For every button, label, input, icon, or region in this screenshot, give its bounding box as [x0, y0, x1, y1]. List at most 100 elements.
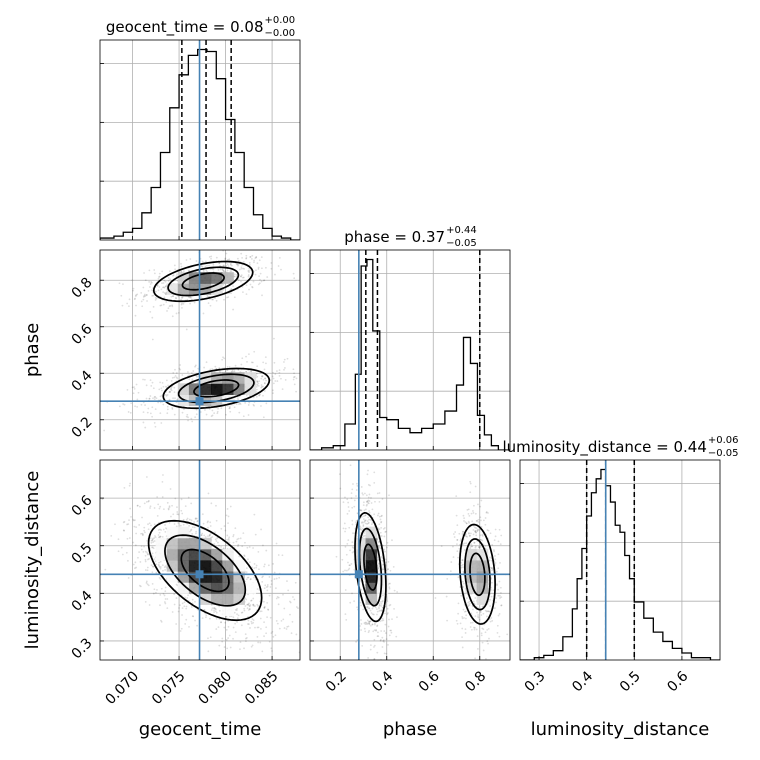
- density-cell: [365, 593, 378, 605]
- sample-point: [269, 616, 272, 619]
- sample-point: [167, 277, 170, 279]
- sample-point: [132, 518, 135, 521]
- sample-point: [164, 569, 167, 571]
- sample-point: [237, 259, 240, 262]
- sample-point: [139, 561, 142, 563]
- density-cell: [200, 548, 212, 561]
- sample-point: [376, 514, 379, 517]
- sample-point: [186, 517, 189, 520]
- sample-point: [226, 538, 228, 541]
- sample-point: [376, 610, 379, 613]
- sample-point: [202, 312, 205, 315]
- sample-point: [165, 293, 167, 296]
- sample-point: [92, 562, 94, 564]
- sample-point: [183, 605, 186, 608]
- sample-point: [259, 663, 261, 665]
- sample-point: [348, 564, 351, 567]
- sample-point: [218, 618, 221, 620]
- contour-level-1: [464, 538, 491, 611]
- sample-point: [364, 621, 367, 624]
- sample-point: [94, 567, 96, 569]
- sample-point: [252, 280, 255, 283]
- sample-point: [497, 567, 500, 570]
- sample-point: [175, 275, 178, 278]
- sample-point: [278, 576, 281, 579]
- sample-point: [470, 628, 473, 631]
- sample-point: [143, 272, 145, 274]
- sample-point: [497, 588, 499, 591]
- sample-point: [253, 567, 256, 569]
- sample-point: [149, 310, 152, 313]
- sample-point: [151, 539, 154, 542]
- sample-point: [375, 608, 378, 611]
- sample-point: [373, 629, 376, 632]
- sample-point: [368, 511, 371, 514]
- sample-point: [292, 378, 295, 381]
- sample-point: [471, 545, 474, 548]
- sample-point: [162, 303, 165, 306]
- sample-point: [273, 337, 275, 340]
- sample-point: [247, 661, 249, 663]
- sample-point: [158, 388, 161, 391]
- sample-point: [151, 294, 154, 297]
- histogram-geocent_time: [100, 40, 300, 240]
- sample-point: [224, 370, 227, 373]
- sample-point: [363, 627, 366, 630]
- sample-point: [249, 255, 252, 258]
- sample-point: [344, 496, 346, 499]
- sample-point: [140, 292, 143, 294]
- sample-point: [277, 596, 280, 599]
- sample-point: [161, 286, 164, 289]
- sample-point: [393, 607, 395, 610]
- sample-point: [482, 628, 485, 631]
- sample-point: [132, 563, 135, 566]
- sample-point: [191, 420, 194, 423]
- sample-point: [462, 531, 464, 533]
- sample-point: [260, 627, 262, 630]
- sample-point: [185, 518, 188, 521]
- sample-point: [379, 531, 382, 534]
- sample-point: [131, 386, 134, 389]
- sample-point: [269, 379, 272, 381]
- sample-point: [458, 543, 461, 546]
- sample-point: [464, 521, 467, 524]
- sample-point: [381, 599, 384, 602]
- sample-point: [208, 255, 211, 258]
- sample-point: [237, 614, 240, 617]
- sample-point: [269, 586, 272, 588]
- sample-point: [126, 537, 129, 540]
- sample-point: [376, 625, 378, 628]
- sample-point: [344, 569, 346, 572]
- joint-panel-geocent_time-phase: [100, 250, 300, 450]
- sample-point: [260, 610, 263, 613]
- sample-point: [249, 283, 252, 286]
- density-cell: [476, 571, 489, 583]
- sample-point: [361, 645, 364, 647]
- sample-point: [384, 558, 387, 561]
- sample-point: [377, 635, 380, 638]
- sample-point: [208, 264, 210, 267]
- sample-point: [281, 388, 284, 391]
- sample-point: [221, 640, 224, 643]
- sample-point: [382, 639, 385, 642]
- sample-point: [193, 526, 196, 529]
- sample-point: [367, 620, 370, 623]
- sample-point: [479, 505, 482, 508]
- sample-point: [307, 603, 309, 605]
- sample-point: [479, 546, 482, 548]
- sample-point: [232, 616, 235, 619]
- sample-point: [380, 520, 383, 523]
- sample-point: [255, 269, 257, 272]
- sample-point: [227, 522, 229, 525]
- sample-point: [366, 520, 369, 522]
- sample-point: [139, 505, 141, 508]
- sample-point: [251, 361, 254, 364]
- sample-point: [165, 285, 167, 288]
- sample-point: [463, 593, 466, 596]
- sample-point: [153, 422, 156, 424]
- sample-point: [176, 398, 179, 401]
- sample-point: [251, 566, 253, 569]
- sample-point: [342, 570, 345, 573]
- sample-point: [373, 644, 376, 647]
- sample-point: [133, 387, 136, 390]
